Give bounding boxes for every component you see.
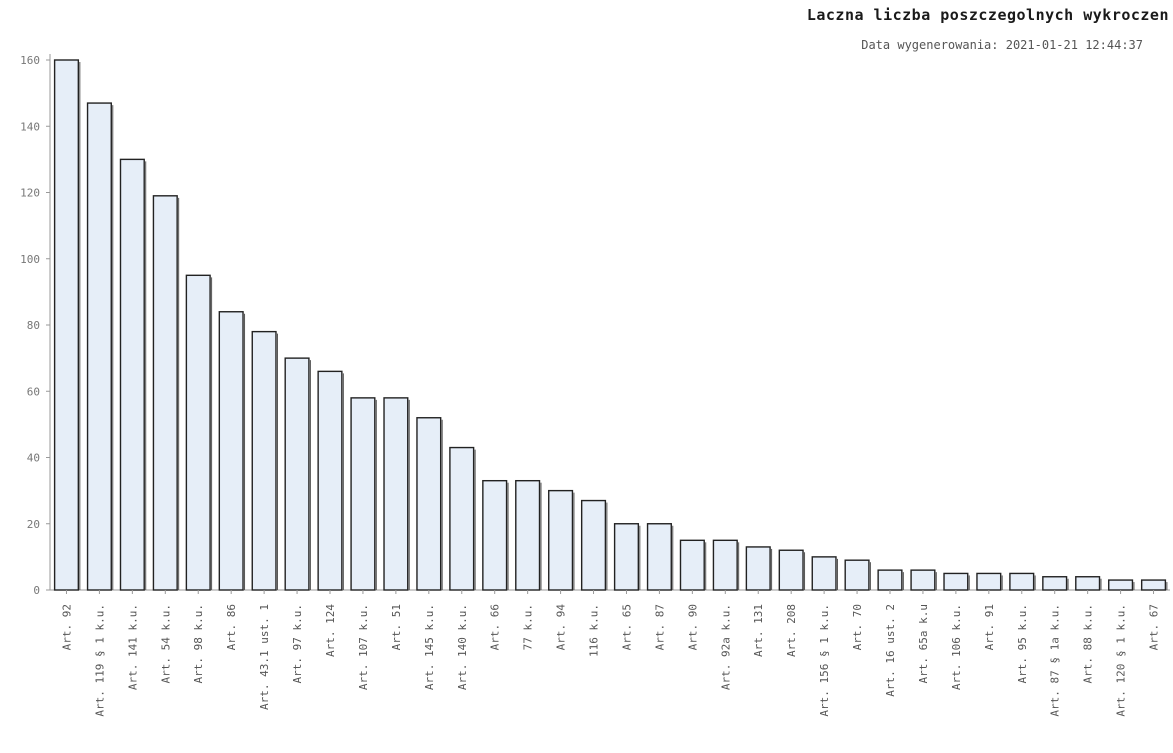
y-tick-label: 100 bbox=[20, 253, 40, 266]
x-tick-label: Art. 98 k.u. bbox=[192, 604, 205, 683]
bar bbox=[119, 158, 145, 591]
bar bbox=[53, 59, 80, 591]
x-tick-label: Art. 120 § 1 k.u. bbox=[1115, 604, 1128, 717]
x-tick-label: Art. 92 bbox=[60, 604, 73, 650]
x-tick-label: Art. 107 k.u. bbox=[357, 604, 370, 690]
x-tick-label: Art. 88 k.u. bbox=[1082, 604, 1095, 683]
y-tick-label: 0 bbox=[33, 584, 40, 597]
bar bbox=[317, 370, 343, 591]
x-tick-label: 116 k.u. bbox=[588, 604, 601, 657]
bar bbox=[877, 569, 903, 591]
y-tick-label: 40 bbox=[27, 452, 40, 465]
x-tick-label: Art. 67 bbox=[1148, 604, 1161, 650]
x-tick-label: Art. 43.1 ust. 1 bbox=[258, 604, 271, 710]
x-tick-label: Art. 208 bbox=[785, 604, 798, 657]
x-tick-label: Art. 140 k.u. bbox=[456, 604, 469, 690]
bar bbox=[811, 556, 837, 591]
bar bbox=[910, 569, 936, 591]
x-tick-label: Art. 97 k.u. bbox=[291, 604, 304, 683]
bar bbox=[86, 102, 112, 591]
x-tick-label: Art. 70 bbox=[851, 604, 864, 650]
bar bbox=[580, 499, 607, 591]
bar bbox=[613, 523, 640, 591]
bar bbox=[1140, 579, 1167, 591]
x-tick-label: Art. 124 bbox=[324, 604, 337, 657]
bar bbox=[712, 539, 738, 591]
y-tick-label: 140 bbox=[20, 120, 40, 133]
x-tick-label: Art. 92a k.u. bbox=[719, 604, 732, 690]
bar bbox=[284, 357, 310, 591]
bar bbox=[482, 479, 508, 591]
x-tick-label: Art. 87 § 1a k.u. bbox=[1049, 604, 1062, 717]
bar bbox=[1042, 576, 1068, 591]
bar bbox=[416, 417, 442, 591]
bar bbox=[1009, 572, 1035, 591]
bar bbox=[152, 195, 178, 591]
bar bbox=[515, 479, 541, 591]
y-tick-label: 80 bbox=[27, 319, 40, 332]
x-tick-label: Art. 141 k.u. bbox=[126, 604, 139, 690]
x-tick-label: Art. 51 bbox=[390, 604, 403, 650]
x-tick-label: Art. 86 bbox=[225, 604, 238, 650]
y-tick-label: 60 bbox=[27, 385, 40, 398]
bar bbox=[548, 489, 574, 591]
bar bbox=[218, 311, 244, 591]
x-tick-label: Art. 65 bbox=[620, 604, 633, 650]
bar bbox=[185, 274, 211, 591]
x-tick-label: 77 k.u. bbox=[522, 604, 535, 650]
y-tick-label: 120 bbox=[20, 187, 40, 200]
x-tick-label: Art. 87 bbox=[653, 604, 666, 650]
x-tick-label: Art. 106 k.u. bbox=[950, 604, 963, 690]
bar bbox=[383, 397, 409, 591]
chart-subtitle: Data wygenerowania: 2021-01-21 12:44:37 bbox=[861, 38, 1143, 52]
x-tick-label: Art. 16 ust. 2 bbox=[884, 604, 897, 697]
y-tick-label: 20 bbox=[27, 518, 40, 531]
bar bbox=[844, 559, 870, 591]
x-tick-label: Art. 95 k.u. bbox=[1016, 604, 1029, 683]
x-tick-label: Art. 91 bbox=[983, 604, 996, 650]
bar bbox=[1075, 576, 1101, 591]
x-tick-label: Art. 66 bbox=[489, 604, 502, 650]
bar bbox=[1108, 579, 1134, 591]
x-tick-label: Art. 65a k.u bbox=[917, 604, 930, 683]
x-tick-label: Art. 54 k.u. bbox=[159, 604, 172, 683]
bar bbox=[449, 446, 475, 591]
bar bbox=[976, 572, 1002, 591]
bar bbox=[943, 572, 969, 591]
chart-title: Laczna liczba poszczegolnych wykroczen bbox=[806, 6, 1169, 24]
bar bbox=[778, 549, 804, 591]
x-tick-label: Art. 156 § 1 k.u. bbox=[818, 604, 831, 717]
x-tick-label: Art. 94 bbox=[555, 604, 568, 651]
x-tick-label: Art. 145 k.u. bbox=[423, 604, 436, 690]
x-tick-label: Art. 90 bbox=[686, 604, 699, 650]
bar bbox=[646, 523, 672, 591]
y-tick-label: 160 bbox=[20, 54, 40, 67]
bar bbox=[350, 397, 376, 591]
bar bbox=[745, 546, 771, 591]
bar bbox=[251, 330, 277, 591]
bar bbox=[679, 539, 705, 591]
x-tick-label: Art. 131 bbox=[752, 604, 765, 657]
x-tick-label: Art. 119 § 1 k.u. bbox=[93, 604, 106, 717]
